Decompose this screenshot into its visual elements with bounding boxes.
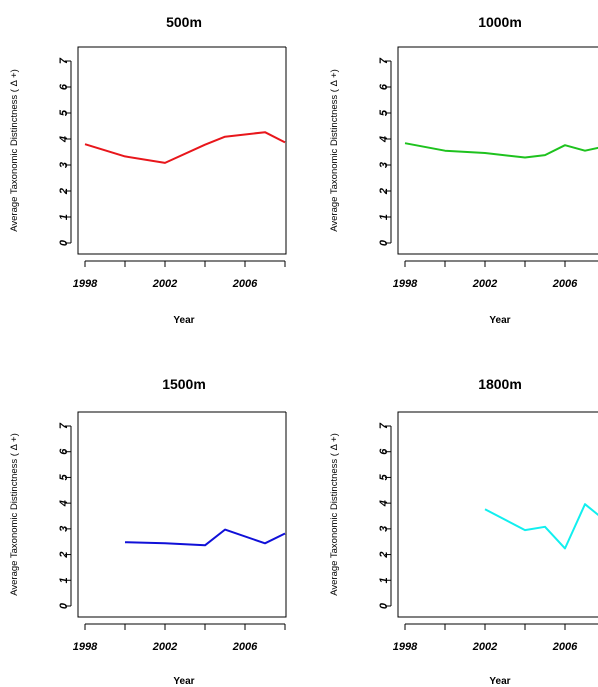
x-tick-label: 1998 — [393, 641, 418, 653]
chart-title: 1500m — [162, 376, 206, 392]
y-tick-label: 6 — [58, 83, 70, 90]
x-axis-label: Year — [489, 676, 510, 687]
y-tick-label: 2 — [378, 552, 390, 559]
y-tick-label: 3 — [378, 526, 390, 532]
x-tick-label: 2002 — [472, 641, 497, 653]
plot-frame — [77, 46, 287, 255]
x-tick-label: 1998 — [73, 278, 98, 290]
y-tick-label: 0 — [378, 239, 390, 246]
y-tick-label: 0 — [378, 602, 390, 609]
chart-title: 1800m — [478, 376, 522, 392]
x-tick-label: 2006 — [232, 641, 258, 653]
plot-frame — [77, 411, 287, 618]
y-tick-label: 6 — [58, 448, 70, 455]
y-tick-label: 5 — [378, 473, 390, 480]
x-axis-label: Year — [173, 315, 194, 326]
x-tick-label: 1998 — [393, 278, 418, 290]
y-tick-label: 4 — [378, 500, 390, 507]
chart-panel-1: 500m 0 1 2 3 4 5 6 7 1998 2002 2006 Year Average Taxo… — [9, 14, 287, 326]
x-axis-label: Year — [489, 315, 510, 326]
y-tick-label: 5 — [378, 109, 390, 116]
y-axis-label: Average Taxonomic Distinctness ( Δ +) — [9, 69, 20, 232]
chart-panel-4: 1800m 0 1 2 3 4 5 6 7 1998 2002 2006 Year Average Tax… — [329, 376, 598, 687]
y-axis-label: Average Taxonomic Distinctness ( Δ +) — [9, 433, 20, 596]
x-tick-label: 2002 — [152, 641, 177, 653]
y-tick-label: 0 — [58, 239, 70, 246]
y-tick-label: 2 — [58, 552, 70, 559]
x-tick-label: 2006 — [552, 278, 578, 290]
y-tick-label: 1 — [58, 577, 70, 583]
y-axis-label: Average Taxonomic Distinctness ( Δ +) — [329, 69, 340, 232]
plot-frame — [397, 411, 598, 618]
data-line-series-1 — [124, 528, 286, 547]
x-tick-label: 2006 — [552, 641, 578, 653]
y-tick-label: 4 — [58, 500, 70, 507]
y-tick-label: 1 — [378, 577, 390, 583]
y-tick-label: 3 — [58, 162, 70, 168]
y-tick-label: 1 — [58, 214, 70, 220]
y-tick-label: 7 — [58, 57, 70, 64]
y-tick-label: 4 — [58, 136, 70, 143]
data-line-series-1 — [404, 142, 598, 159]
x-axis-label: Year — [173, 676, 194, 687]
y-tick-label: 5 — [58, 473, 70, 480]
y-tick-label: 3 — [378, 162, 390, 168]
chart-panel-3: 1500m 0 1 2 3 4 5 6 7 1998 2002 2006 Year Average Tax… — [9, 376, 287, 687]
chart-panel-2: 1000m 0 1 2 3 4 5 6 7 1998 2002 2006 Year Average Tax… — [329, 14, 598, 326]
y-tick-label: 2 — [58, 188, 70, 195]
plot-frame — [397, 46, 598, 255]
y-tick-label: 3 — [58, 526, 70, 532]
x-tick-label: 2006 — [232, 278, 258, 290]
y-tick-label: 7 — [378, 422, 390, 429]
y-tick-label: 6 — [378, 83, 390, 90]
y-tick-label: 7 — [58, 422, 70, 429]
y-tick-label: 0 — [58, 602, 70, 609]
y-tick-label: 4 — [378, 136, 390, 143]
chart-title: 500m — [166, 14, 202, 30]
y-tick-label: 2 — [378, 188, 390, 195]
x-tick-label: 1998 — [73, 641, 98, 653]
chart-title: 1000m — [478, 14, 522, 30]
y-tick-label: 1 — [378, 214, 390, 220]
y-axis-label: Average Taxonomic Distinctness ( Δ +) — [329, 433, 340, 596]
data-line-series-1 — [84, 131, 286, 164]
y-tick-label: 6 — [378, 448, 390, 455]
y-tick-label: 7 — [378, 57, 390, 64]
data-line-series-1 — [484, 503, 598, 550]
x-tick-label: 2002 — [152, 278, 177, 290]
x-tick-label: 2002 — [472, 278, 497, 290]
y-tick-label: 5 — [58, 109, 70, 116]
